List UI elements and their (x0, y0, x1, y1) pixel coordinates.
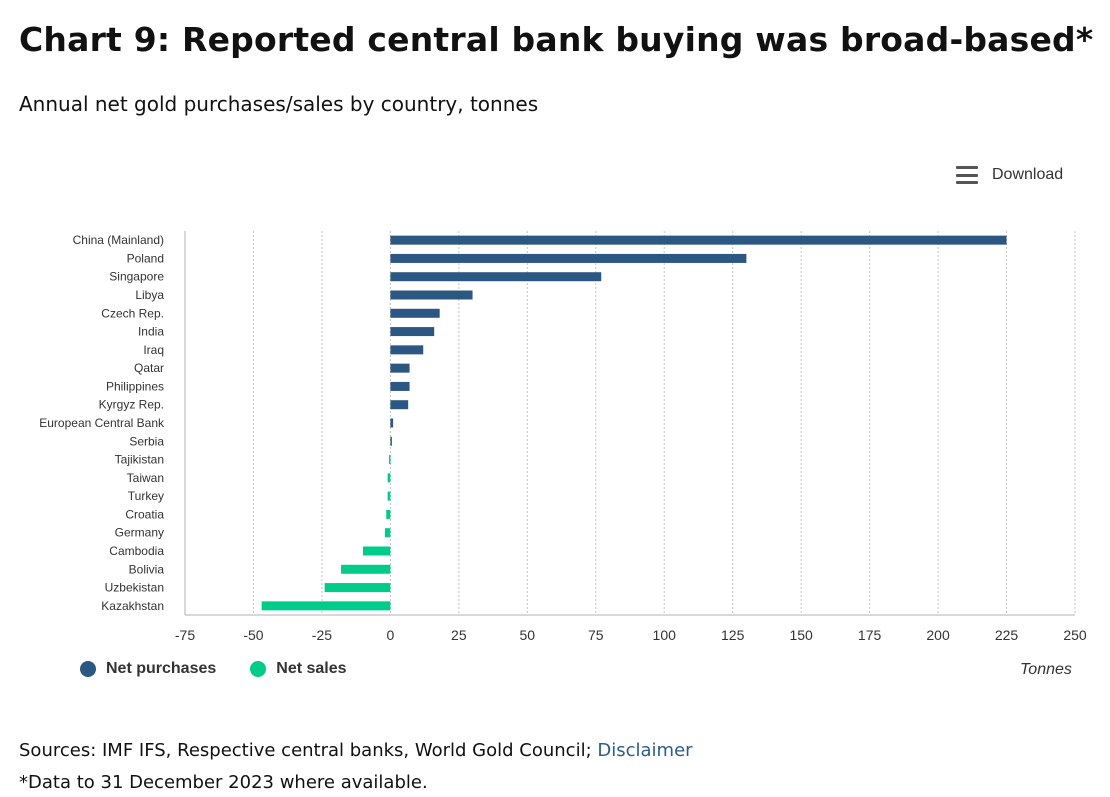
bar-net-sales (261, 601, 391, 611)
x-tick-label: -25 (312, 627, 332, 643)
category-label: Kyrgyz Rep. (99, 398, 164, 412)
x-tick-label: 150 (789, 627, 813, 643)
legend-marker-net-purchases (80, 661, 96, 677)
axis-unit-label: Tonnes (1020, 661, 1072, 678)
bar-net-sales (363, 546, 391, 556)
category-label: Philippines (106, 379, 164, 393)
category-label: Singapore (109, 270, 164, 284)
category-label: Bolivia (129, 562, 165, 576)
x-tick-label: 0 (386, 627, 394, 643)
x-tick-label: 200 (926, 627, 950, 643)
sources-note: Sources: IMF IFS, Respective central ban… (19, 740, 693, 761)
x-tick-label: 125 (721, 627, 745, 643)
bar-net-purchases (390, 327, 435, 337)
chart-legend: Net purchases Net sales (80, 660, 381, 678)
x-tick-label: 175 (858, 627, 882, 643)
x-tick-label: 75 (588, 627, 604, 643)
category-label: Qatar (134, 361, 164, 375)
x-tick-label: -50 (243, 627, 263, 643)
download-button[interactable]: Download (956, 166, 1063, 184)
bar-net-purchases (390, 381, 410, 391)
menu-icon (956, 166, 978, 184)
category-label: Turkey (128, 489, 164, 503)
chart-subtitle: Annual net gold purchases/sales by count… (19, 92, 539, 116)
bar-net-sales (387, 491, 391, 501)
category-label: Cambodia (109, 544, 164, 558)
bar-net-purchases (390, 272, 602, 282)
category-label: Germany (115, 526, 164, 540)
category-label: Kazakhstan (101, 599, 164, 613)
bar-net-sales (384, 528, 391, 538)
legend-item-net-sales[interactable]: Net sales (250, 660, 347, 678)
x-tick-label: 225 (995, 627, 1019, 643)
legend-label-net-sales: Net sales (276, 660, 347, 677)
download-label: Download (992, 166, 1064, 183)
x-tick-label: 100 (653, 627, 677, 643)
x-tick-label: 250 (1063, 627, 1087, 643)
category-label: Croatia (125, 507, 164, 521)
legend-item-net-purchases[interactable]: Net purchases (80, 660, 216, 678)
bar-net-sales (324, 583, 391, 593)
category-label: Uzbekistan (105, 581, 164, 595)
x-tick-label: -75 (175, 627, 195, 643)
x-tick-label: 25 (451, 627, 467, 643)
category-label: Iraq (143, 343, 164, 357)
disclaimer-link[interactable]: Disclaimer (597, 740, 693, 761)
bar-net-purchases (390, 253, 747, 263)
bar-net-purchases (390, 235, 1007, 245)
category-label: India (138, 325, 164, 339)
category-label: Serbia (129, 434, 164, 448)
bar-net-purchases (390, 436, 392, 446)
category-label: European Central Bank (39, 416, 165, 430)
category-label: Tajikistan (115, 453, 164, 467)
bar-net-sales (387, 473, 391, 483)
category-label: Czech Rep. (101, 306, 164, 320)
bar-net-purchases (390, 418, 394, 428)
bar-net-purchases (390, 290, 473, 300)
footnote: *Data to 31 December 2023 where availabl… (19, 772, 428, 793)
chart-title: Chart 9: Reported central bank buying wa… (19, 20, 1094, 59)
bar-net-sales (389, 455, 391, 465)
bar-net-purchases (390, 345, 424, 355)
sources-text: Sources: IMF IFS, Respective central ban… (19, 740, 598, 761)
bar-net-purchases (390, 363, 410, 373)
legend-marker-net-sales (250, 661, 267, 677)
bar-net-sales (386, 509, 391, 519)
category-label: China (Mainland) (73, 233, 164, 247)
x-tick-label: 50 (520, 627, 536, 643)
bar-net-sales (341, 564, 391, 574)
category-label: Taiwan (127, 471, 164, 485)
category-label: Libya (135, 288, 164, 302)
bar-net-purchases (390, 400, 409, 410)
legend-label-net-purchases: Net purchases (106, 660, 217, 677)
category-label: Poland (127, 251, 164, 265)
bar-net-purchases (390, 308, 440, 318)
